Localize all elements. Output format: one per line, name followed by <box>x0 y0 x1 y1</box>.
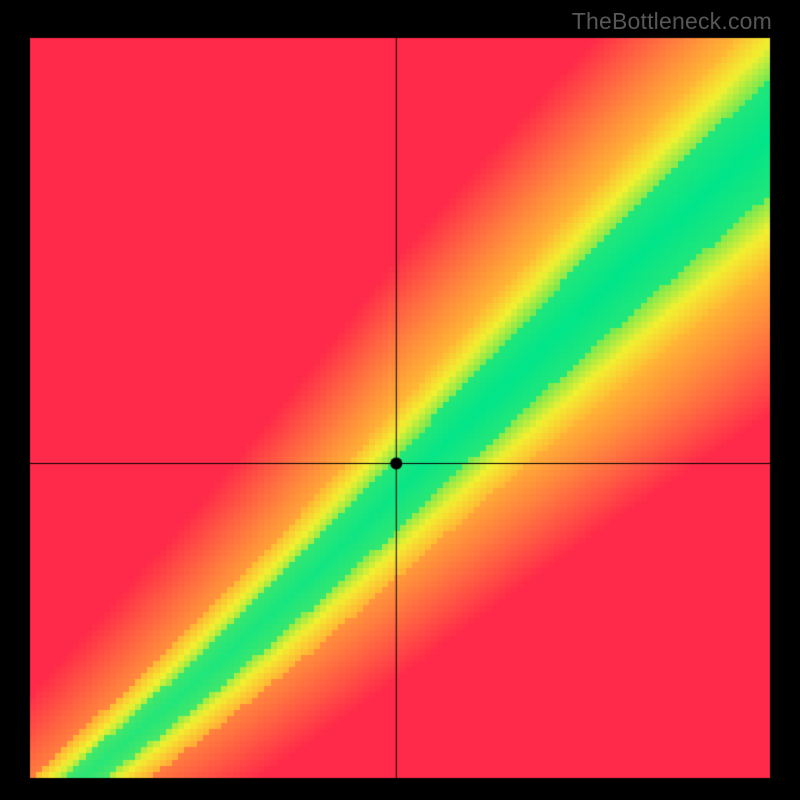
bottleneck-heatmap <box>0 0 800 800</box>
chart-container: { "canvas": { "width": 800, "height": 80… <box>0 0 800 800</box>
watermark-text: TheBottleneck.com <box>572 8 772 35</box>
